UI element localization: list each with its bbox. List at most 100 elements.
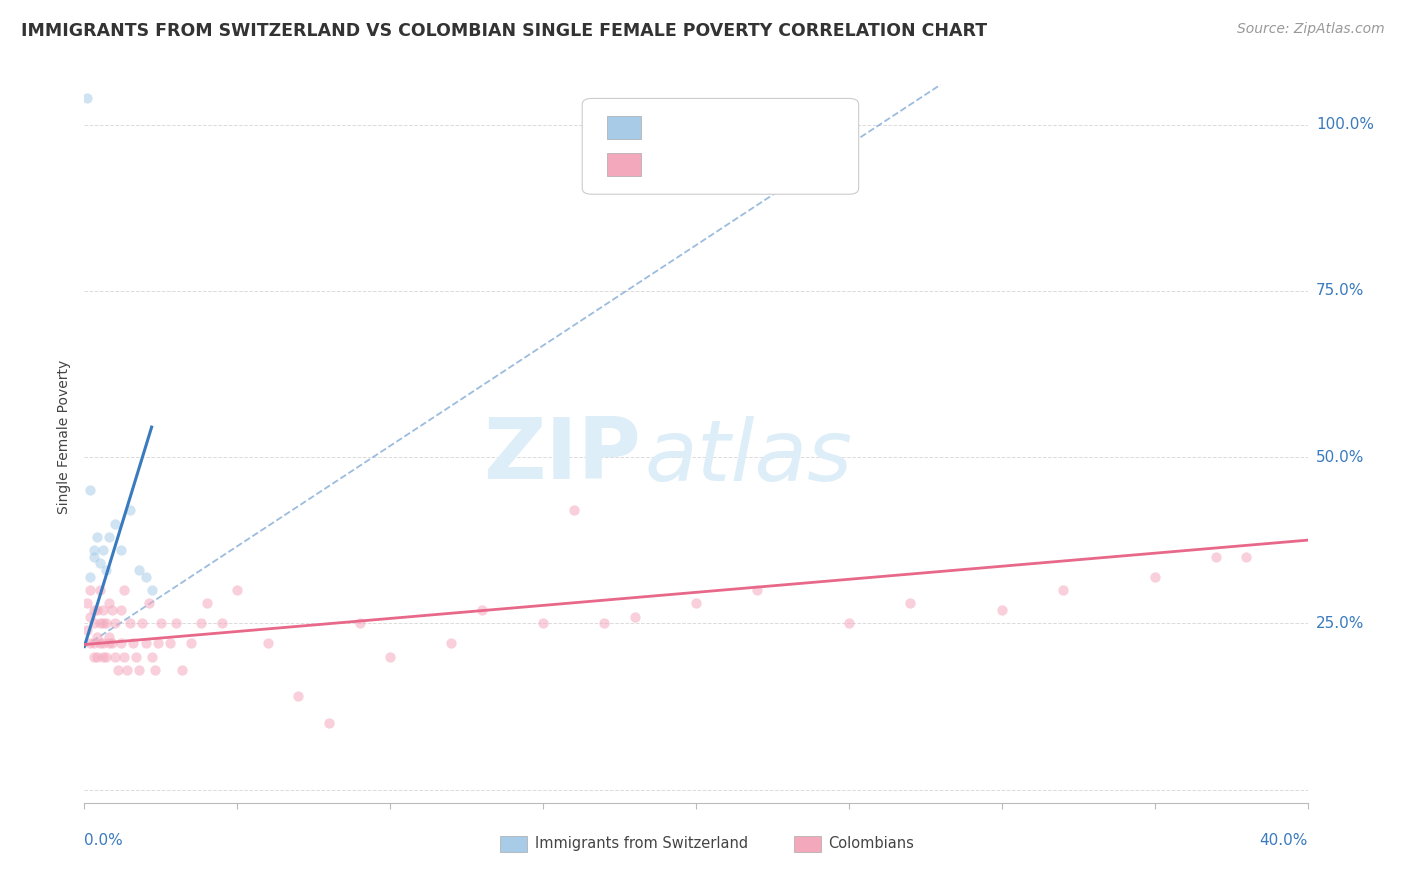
- Point: [898, 596, 921, 610]
- Point: [86, 603, 108, 617]
- Text: 25.0%: 25.0%: [1316, 615, 1364, 631]
- Point: [141, 582, 163, 597]
- Point: [94, 649, 117, 664]
- Point: [97, 636, 120, 650]
- Point: [83, 649, 105, 664]
- Point: [141, 649, 163, 664]
- Point: [471, 603, 494, 617]
- Point: [94, 563, 117, 577]
- Point: [79, 609, 101, 624]
- Point: [143, 663, 166, 677]
- Point: [101, 603, 124, 617]
- Point: [287, 690, 309, 704]
- Point: [79, 570, 101, 584]
- Point: [1143, 570, 1166, 584]
- Point: [104, 516, 127, 531]
- Text: ZIP: ZIP: [484, 414, 641, 497]
- Point: [101, 636, 124, 650]
- Point: [110, 543, 132, 558]
- Point: [562, 503, 585, 517]
- Point: [146, 636, 169, 650]
- Text: 50.0%: 50.0%: [1316, 450, 1364, 465]
- Bar: [606, 116, 641, 139]
- Point: [89, 557, 111, 571]
- Point: [83, 636, 105, 650]
- Point: [1236, 549, 1258, 564]
- Point: [318, 716, 340, 731]
- FancyBboxPatch shape: [582, 98, 859, 194]
- Point: [211, 616, 233, 631]
- Point: [838, 616, 860, 631]
- Point: [180, 636, 202, 650]
- Point: [226, 582, 249, 597]
- Text: IMMIGRANTS FROM SWITZERLAND VS COLOMBIAN SINGLE FEMALE POVERTY CORRELATION CHART: IMMIGRANTS FROM SWITZERLAND VS COLOMBIAN…: [21, 22, 987, 40]
- Point: [79, 483, 101, 498]
- Point: [110, 636, 132, 650]
- Point: [76, 91, 98, 105]
- Text: R = 0.355   N = 73: R = 0.355 N = 73: [654, 155, 824, 173]
- Point: [104, 649, 127, 664]
- Point: [83, 603, 105, 617]
- Point: [120, 503, 142, 517]
- Text: 100.0%: 100.0%: [1316, 117, 1374, 132]
- Point: [83, 549, 105, 564]
- Point: [149, 616, 172, 631]
- Point: [107, 663, 129, 677]
- Point: [86, 630, 108, 644]
- Point: [83, 616, 105, 631]
- Text: atlas: atlas: [644, 416, 852, 499]
- Point: [94, 616, 117, 631]
- Point: [86, 649, 108, 664]
- Point: [380, 649, 402, 664]
- Y-axis label: Single Female Poverty: Single Female Poverty: [58, 360, 72, 514]
- Point: [89, 582, 111, 597]
- Point: [91, 603, 114, 617]
- Point: [91, 616, 114, 631]
- Point: [79, 582, 101, 597]
- Point: [115, 663, 138, 677]
- Bar: [501, 836, 527, 852]
- Point: [79, 636, 101, 650]
- Point: [159, 636, 181, 650]
- Point: [120, 616, 142, 631]
- Point: [190, 616, 212, 631]
- Point: [991, 603, 1014, 617]
- Point: [135, 636, 157, 650]
- Point: [747, 582, 769, 597]
- Point: [128, 563, 150, 577]
- Point: [531, 616, 554, 631]
- Point: [91, 543, 114, 558]
- Text: R = 0.314   N = 16: R = 0.314 N = 16: [654, 119, 824, 136]
- Point: [440, 636, 463, 650]
- Point: [83, 543, 105, 558]
- Point: [89, 616, 111, 631]
- Point: [122, 636, 145, 650]
- Text: 40.0%: 40.0%: [1260, 833, 1308, 848]
- Point: [125, 649, 148, 664]
- Text: 0.0%: 0.0%: [84, 833, 124, 848]
- Point: [97, 530, 120, 544]
- Point: [86, 530, 108, 544]
- Point: [1205, 549, 1227, 564]
- Point: [76, 623, 98, 637]
- Point: [91, 636, 114, 650]
- Point: [104, 616, 127, 631]
- Text: Source: ZipAtlas.com: Source: ZipAtlas.com: [1237, 22, 1385, 37]
- Point: [89, 636, 111, 650]
- Point: [593, 616, 616, 631]
- Point: [257, 636, 280, 650]
- Point: [112, 582, 135, 597]
- Text: Immigrants from Switzerland: Immigrants from Switzerland: [534, 836, 748, 851]
- Point: [97, 630, 120, 644]
- Point: [76, 596, 98, 610]
- Point: [172, 663, 194, 677]
- Point: [685, 596, 707, 610]
- Text: Colombians: Colombians: [828, 836, 914, 851]
- Point: [135, 570, 157, 584]
- Text: 75.0%: 75.0%: [1316, 284, 1364, 298]
- Bar: [794, 836, 821, 852]
- Point: [349, 616, 371, 631]
- Point: [131, 616, 153, 631]
- Point: [138, 596, 160, 610]
- Point: [128, 663, 150, 677]
